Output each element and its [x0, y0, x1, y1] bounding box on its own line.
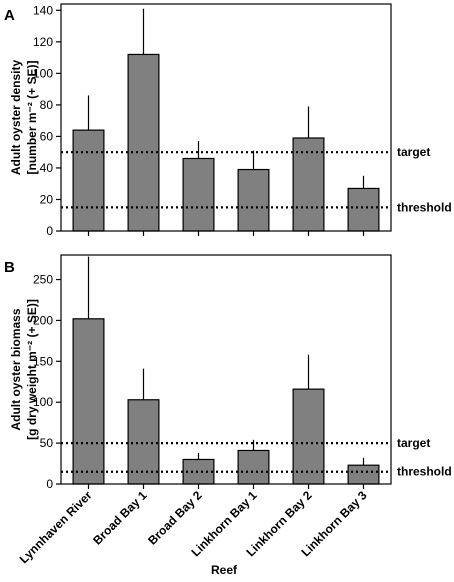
bar — [72, 318, 105, 485]
y-axis-title-line1: Adult oyster density — [9, 60, 23, 176]
bar — [182, 458, 215, 485]
bar — [237, 449, 270, 485]
y-axis-title-line2: [number m⁻² (+ SE)] — [25, 60, 39, 174]
y-tick-label: 0 — [46, 477, 53, 491]
y-axis-title-line1: Adult oyster biomass — [9, 308, 23, 430]
y-tick-label: 250 — [33, 273, 53, 287]
y-tick-label: 100 — [33, 66, 53, 80]
bar — [72, 129, 105, 232]
x-category-label: Broad Bay 1 — [90, 488, 150, 548]
chart-panel-b: B Adult oyster biomass [g dry weight m⁻² (… — [4, 254, 452, 566]
x-category-label: Broad Bay 2 — [145, 488, 205, 548]
y-axis-title-line2: [g dry weight m⁻² (+ SE)] — [25, 299, 39, 440]
chart-panel-a: A Adult oyster density [number m⁻² (+ SE)]… — [4, 3, 452, 238]
y-tick-label: 40 — [40, 161, 54, 175]
y-tick-label: 0 — [46, 224, 53, 238]
bar — [347, 187, 380, 232]
y-tick-label: 80 — [40, 98, 54, 112]
plot-frame — [60, 3, 392, 232]
reference-label-threshold: threshold — [397, 200, 452, 214]
y-tick-label: 120 — [33, 35, 53, 49]
y-tick-label: 60 — [40, 129, 54, 143]
error-bars — [87, 256, 365, 466]
plot-frame — [60, 254, 392, 485]
y-tick-label: 20 — [40, 192, 54, 206]
bar — [347, 464, 380, 485]
error-bars — [87, 8, 365, 189]
x-axis-title: Reef — [211, 563, 238, 577]
reference-label-target: target — [397, 145, 430, 159]
reference-label-threshold: threshold — [397, 465, 452, 479]
y-tick-label: 150 — [33, 354, 53, 368]
y-tick-label: 200 — [33, 313, 53, 327]
x-category-label: Lynnhaven River — [17, 488, 95, 566]
bar — [182, 157, 215, 232]
panel-label: B — [4, 259, 15, 276]
y-tick-label: 100 — [33, 395, 53, 409]
y-tick-label: 50 — [40, 436, 54, 450]
bar — [127, 53, 160, 232]
bar — [127, 399, 160, 485]
y-tick-label: 140 — [33, 3, 53, 17]
reference-label-target: target — [397, 436, 430, 450]
bar — [292, 137, 325, 232]
bar — [292, 388, 325, 485]
bar — [237, 168, 270, 232]
panel-label: A — [4, 7, 15, 24]
